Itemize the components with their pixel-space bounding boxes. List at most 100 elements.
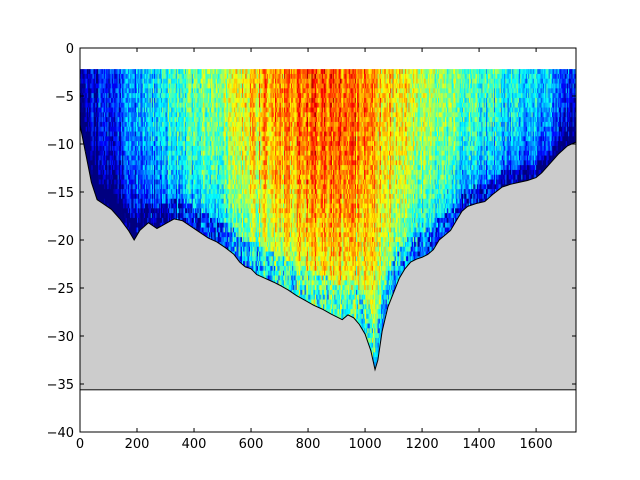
- velocity-cell: [116, 136, 119, 142]
- velocity-cell: [110, 136, 113, 142]
- velocity-cell: [95, 150, 98, 156]
- velocity-cell: [111, 165, 114, 171]
- velocity-cell: [91, 78, 93, 84]
- velocity-cell: [142, 193, 145, 200]
- velocity-cell: [106, 136, 108, 142]
- velocity-cell: [106, 179, 108, 185]
- velocity-cell: [116, 107, 119, 113]
- velocity-cell: [86, 88, 89, 94]
- velocity-cell: [111, 198, 114, 204]
- velocity-cell: [80, 102, 82, 108]
- velocity-cell: [115, 193, 117, 200]
- velocity-cell: [109, 160, 112, 166]
- velocity-cell: [131, 73, 133, 80]
- velocity-cell: [129, 193, 131, 200]
- velocity-cell: [149, 198, 152, 204]
- velocity-cell: [160, 184, 163, 190]
- velocity-cell: [139, 213, 141, 219]
- velocity-cell: [95, 189, 98, 195]
- velocity-cell: [137, 203, 139, 209]
- velocity-cell: [135, 93, 138, 99]
- velocity-cell: [123, 160, 125, 166]
- velocity-cell: [137, 213, 139, 219]
- velocity-cell: [98, 121, 100, 128]
- velocity-cell: [105, 117, 107, 123]
- velocity-cell: [132, 203, 134, 209]
- velocity-cell: [151, 198, 154, 204]
- velocity-cell: [101, 174, 104, 180]
- velocity-cell: [156, 102, 158, 108]
- velocity-cell: [126, 145, 129, 152]
- velocity-cell: [102, 150, 105, 156]
- velocity-cell: [135, 112, 138, 118]
- velocity-cell: [150, 193, 153, 200]
- velocity-cell: [83, 93, 85, 99]
- velocity-cell: [84, 107, 87, 113]
- velocity-cell: [121, 208, 123, 214]
- velocity-cell: [113, 141, 115, 147]
- velocity-cell: [107, 93, 109, 99]
- velocity-cell: [105, 121, 107, 128]
- velocity-cell: [121, 107, 123, 113]
- velocity-cell: [110, 141, 113, 147]
- velocity-cell: [80, 117, 82, 123]
- velocity-cell: [106, 184, 108, 190]
- velocity-cell: [98, 155, 100, 161]
- velocity-cell: [121, 213, 123, 219]
- velocity-cell: [117, 193, 120, 200]
- velocity-cell: [129, 102, 131, 108]
- velocity-cell: [110, 107, 113, 113]
- velocity-cell: [122, 131, 124, 137]
- velocity-cell: [95, 174, 98, 180]
- velocity-cell: [160, 198, 163, 204]
- velocity-cell: [152, 97, 155, 104]
- velocity-cell: [93, 179, 96, 185]
- velocity-cell: [108, 97, 111, 104]
- velocity-cell: [140, 83, 142, 89]
- velocity-cell: [156, 107, 158, 113]
- velocity-cell: [118, 213, 121, 219]
- velocity-cell: [163, 160, 165, 166]
- velocity-cell: [86, 141, 89, 147]
- velocity-cell: [130, 97, 132, 104]
- velocity-cell: [138, 227, 140, 233]
- velocity-cell: [101, 193, 104, 200]
- velocity-cell: [98, 97, 100, 104]
- velocity-cell: [133, 208, 136, 214]
- velocity-cell: [140, 184, 142, 190]
- velocity-cell: [100, 83, 103, 89]
- velocity-cell: [139, 93, 141, 99]
- velocity-cell: [143, 73, 146, 80]
- velocity-cell: [115, 160, 117, 166]
- velocity-cell: [156, 136, 158, 142]
- velocity-cell: [150, 88, 153, 94]
- velocity-cell: [103, 189, 106, 195]
- velocity-cell: [156, 184, 158, 190]
- velocity-cell: [117, 169, 120, 176]
- velocity-cell: [141, 88, 144, 94]
- velocity-cell: [163, 102, 165, 108]
- velocity-cell: [159, 208, 162, 214]
- velocity-cell: [159, 126, 162, 132]
- velocity-cell: [117, 165, 120, 171]
- velocity-cell: [127, 83, 130, 89]
- velocity-cell: [111, 73, 114, 80]
- velocity-cell: [103, 160, 106, 166]
- velocity-cell: [86, 145, 89, 152]
- velocity-cell: [125, 136, 128, 142]
- velocity-cell: [137, 107, 139, 113]
- velocity-cell: [97, 160, 99, 166]
- velocity-cell: [126, 107, 129, 113]
- velocity-cell: [97, 121, 99, 128]
- velocity-cell: [114, 150, 116, 156]
- velocity-cell: [131, 208, 133, 214]
- velocity-cell: [146, 208, 148, 214]
- velocity-cell: [122, 97, 124, 104]
- velocity-cell: [105, 97, 107, 104]
- velocity-cell: [140, 189, 142, 195]
- velocity-cell: [129, 97, 131, 104]
- velocity-cell: [133, 227, 136, 233]
- velocity-cell: [110, 83, 113, 89]
- velocity-cell: [117, 69, 120, 75]
- velocity-cell: [123, 184, 125, 190]
